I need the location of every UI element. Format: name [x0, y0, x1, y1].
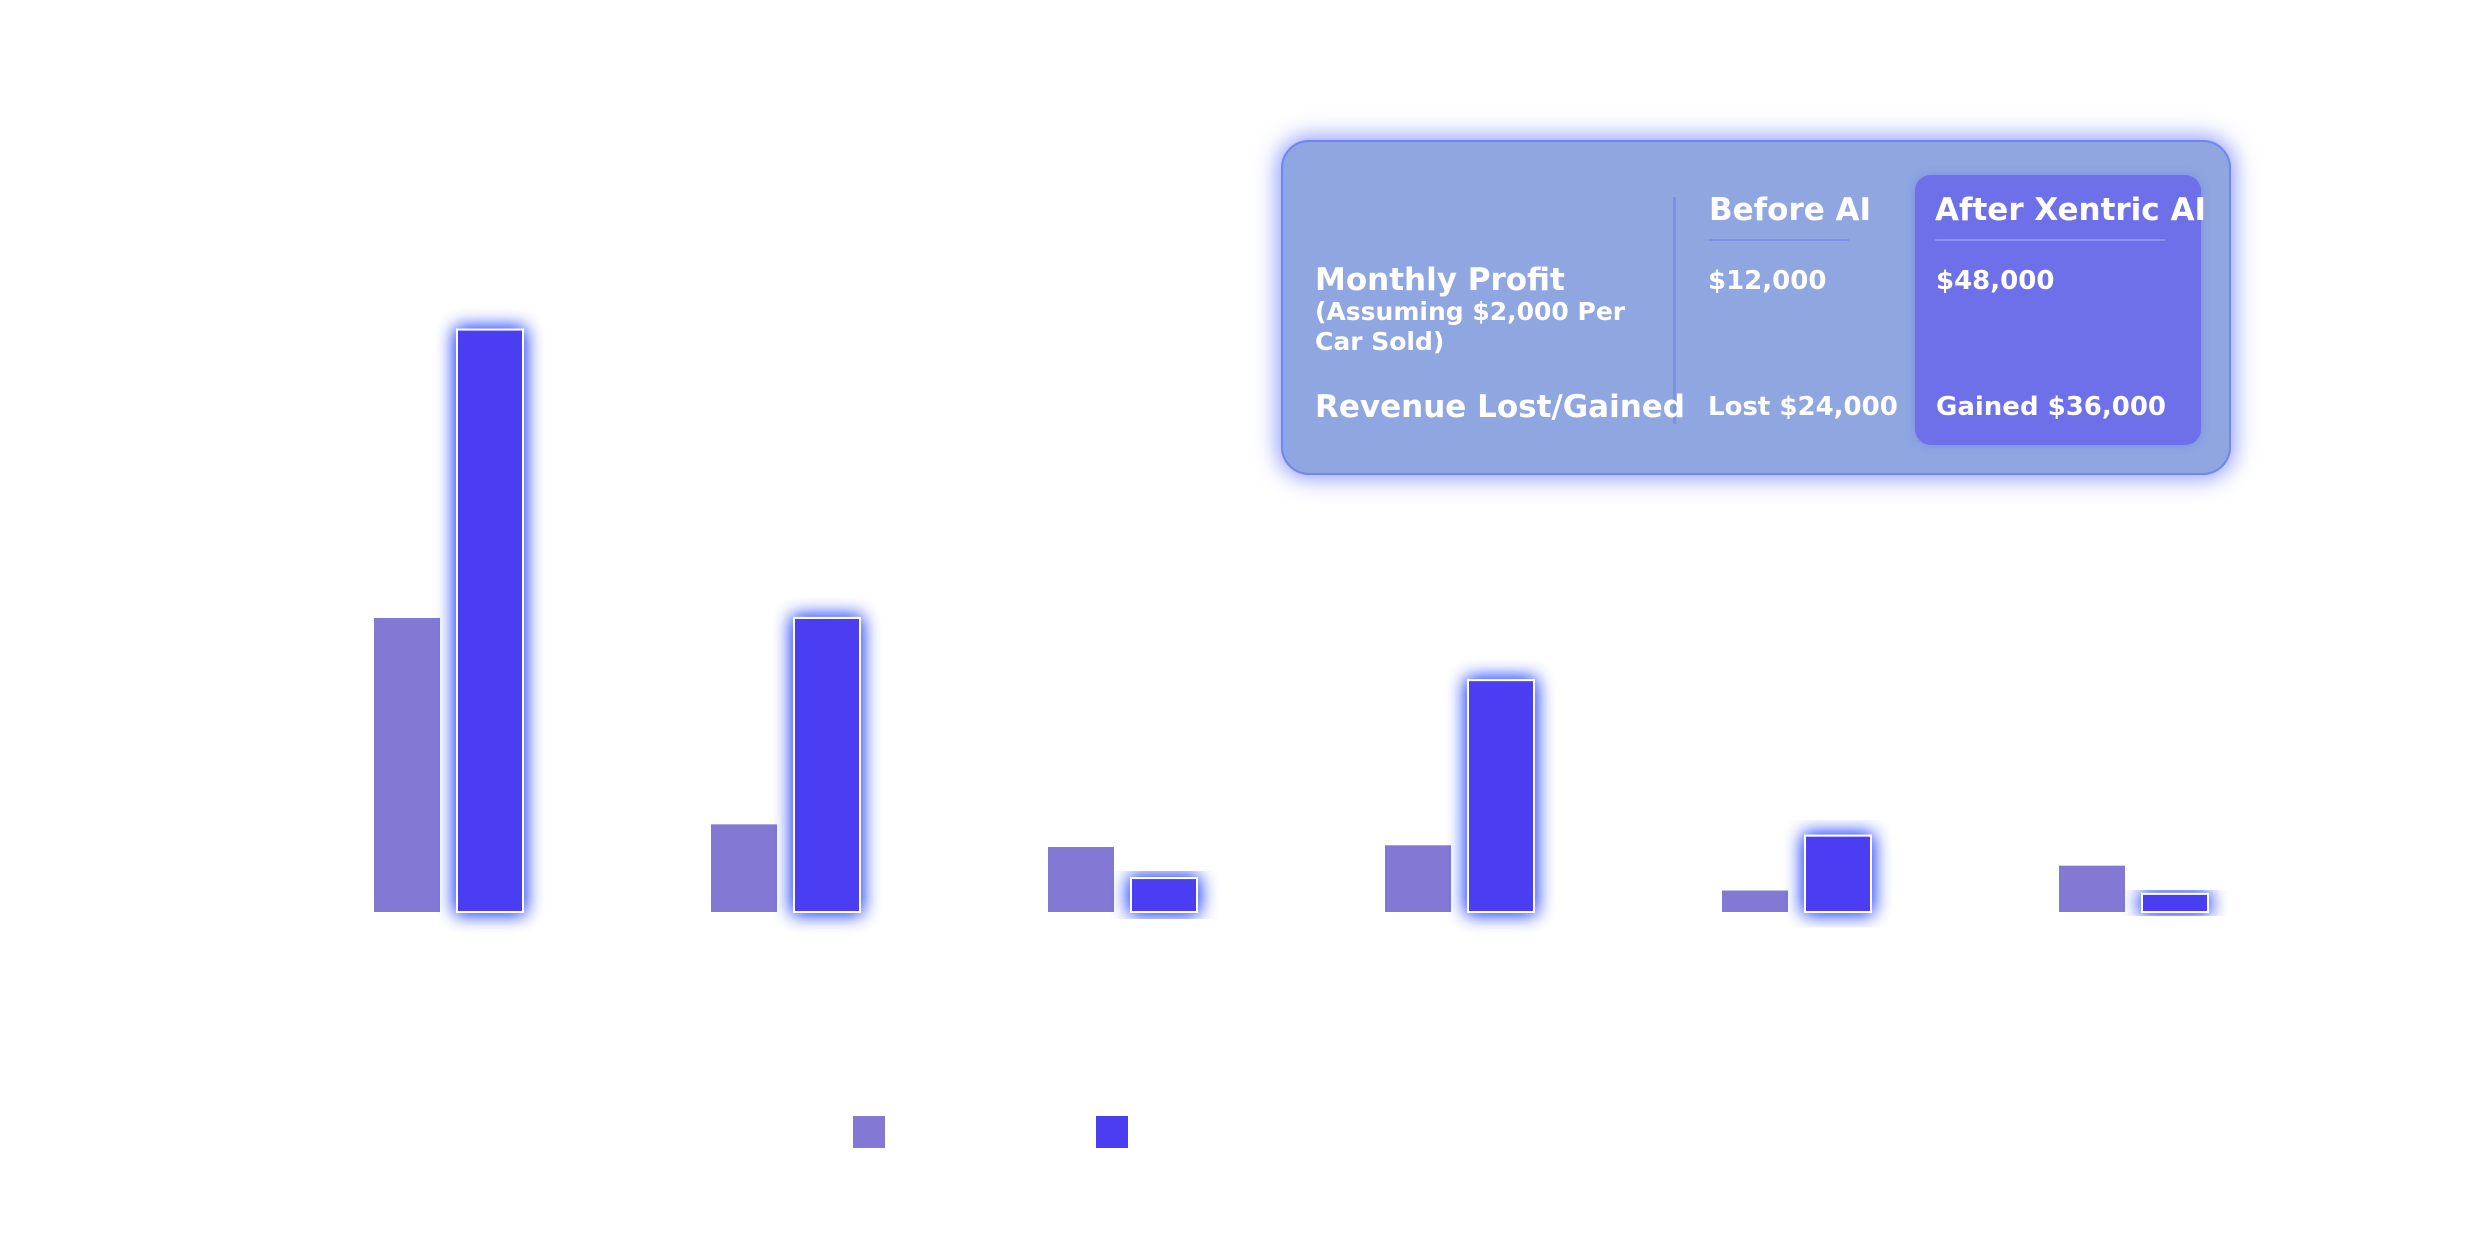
bar-group [374, 328, 2209, 914]
bar-after-6 [2141, 892, 2209, 914]
bar-before-1 [374, 617, 440, 912]
monthly-profit-sublabel: (Assuming $2,000 Per Car Sold) [1315, 297, 1626, 356]
after-column-highlight [1915, 175, 2201, 445]
bar-after-4 [1467, 679, 1535, 913]
monthly-profit-after: $48,000 [1936, 266, 2055, 296]
comparison-panel: Before AI After Xentric AI Monthly Profi… [1281, 140, 2231, 475]
revenue-label: Revenue Lost/Gained [1315, 389, 1686, 425]
monthly-profit-before: $12,000 [1708, 266, 1827, 296]
after-column-header: After Xentric AI [1935, 192, 2206, 228]
revenue-after: Gained $36,000 [1936, 392, 2167, 422]
bar-before-4 [1385, 845, 1451, 912]
revenue-before: Lost $24,000 [1708, 392, 1898, 422]
bar-after-2 [793, 616, 861, 913]
monthly-profit-label: Monthly Profit [1315, 262, 1565, 298]
before-column-header: Before AI [1709, 192, 1872, 228]
bar-before-2 [711, 824, 777, 912]
bar-before-3 [1048, 846, 1114, 912]
bar-after-3 [1130, 877, 1198, 914]
column-divider [1673, 197, 1676, 424]
bar-after-1 [456, 328, 524, 913]
legend-swatch-after [1096, 1116, 1128, 1148]
bar-before-6 [2059, 865, 2125, 912]
bar-before-5 [1722, 890, 1788, 912]
legend-swatch-before [853, 1116, 885, 1148]
bar-after-5 [1804, 834, 1872, 913]
before-header-underline [1709, 239, 1849, 241]
after-header-underline [1935, 239, 2165, 241]
